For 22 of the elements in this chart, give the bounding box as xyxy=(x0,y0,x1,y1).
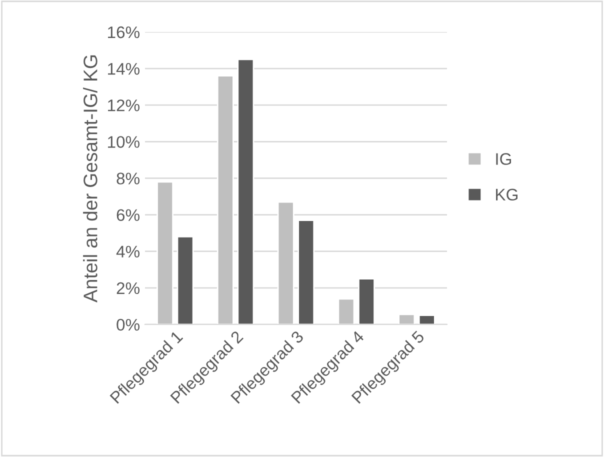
bar xyxy=(237,58,254,324)
y-axis-title: Anteil an der Gesamt-IG/ KG xyxy=(83,55,98,302)
bar xyxy=(418,314,436,324)
legend-label: IG xyxy=(496,153,512,165)
bar xyxy=(216,75,234,324)
legend-label: KG xyxy=(496,188,518,201)
bar xyxy=(156,181,174,324)
y-tick-label: 10% xyxy=(108,136,140,148)
y-tick-label: 12% xyxy=(108,100,140,112)
y-tick-label: 0% xyxy=(116,318,140,331)
bar xyxy=(358,278,375,324)
bar xyxy=(176,236,194,324)
y-tick-label: 2% xyxy=(116,282,140,294)
bar xyxy=(398,314,416,324)
bar xyxy=(338,298,355,324)
bar xyxy=(298,220,315,324)
y-tick-label: 4% xyxy=(116,246,140,258)
y-tick-label: 6% xyxy=(116,209,140,221)
y-tick-label: 16% xyxy=(108,26,140,38)
bar xyxy=(277,201,294,324)
y-tick-label: 8% xyxy=(116,172,140,184)
y-tick-label: 14% xyxy=(108,63,140,75)
